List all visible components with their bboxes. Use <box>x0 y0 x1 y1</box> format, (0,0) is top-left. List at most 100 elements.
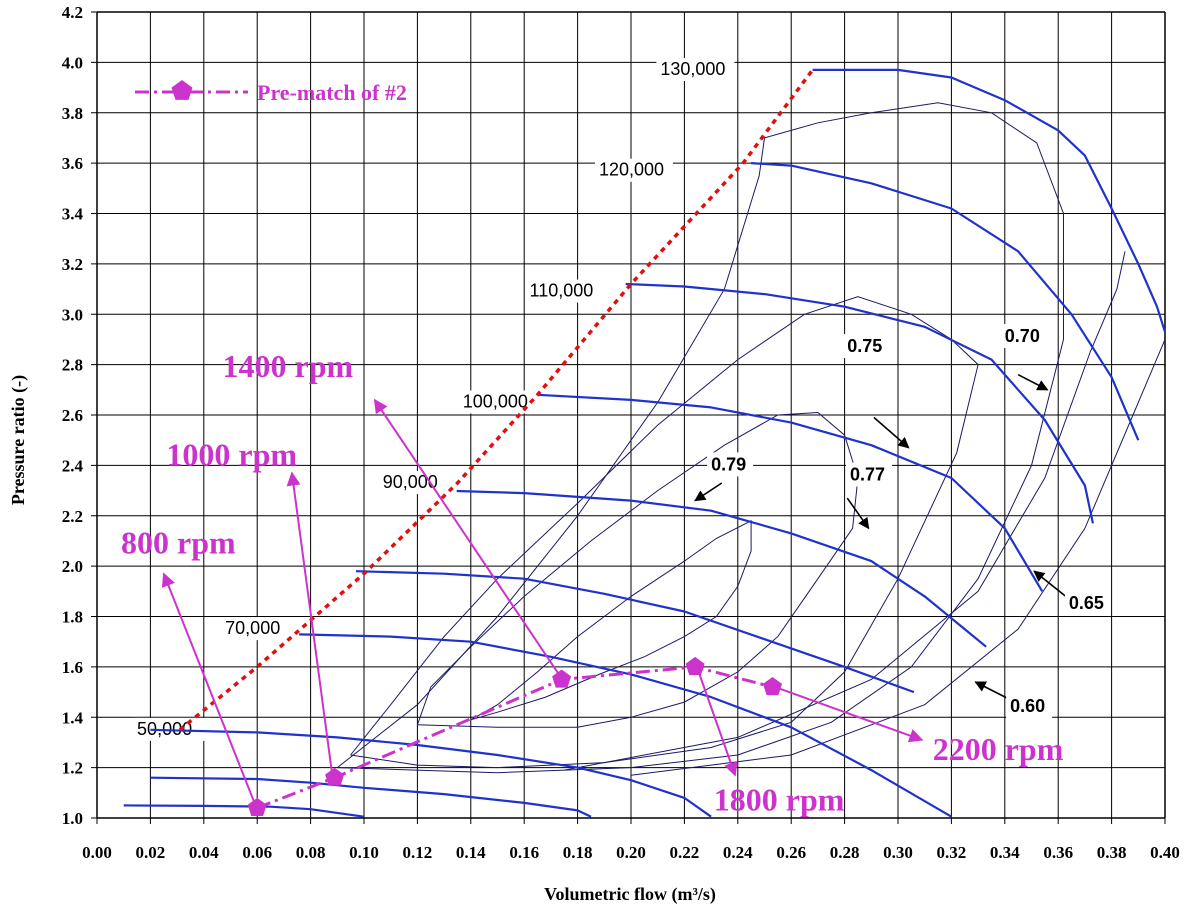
rpm-annotations: 800 rpm 1000 rpm 1400 rpm 1800 rpm 2200 rpm <box>121 348 1064 817</box>
speed-label: 50,000 <box>137 719 192 739</box>
x-tick-label: 0.26 <box>776 843 806 862</box>
speed-lines: 50,000 70,000 90,000 100,000 110,000 120,000 1… <box>123 57 1167 818</box>
rpm-label: 1000 rpm <box>166 436 297 472</box>
y-tick-label: 2.2 <box>62 507 83 526</box>
efficiency-arrow <box>846 497 870 530</box>
efficiency-contour <box>564 251 1126 771</box>
x-tick-label: 0.38 <box>1097 843 1127 862</box>
prematch-point <box>685 656 705 675</box>
rpm-label: 800 rpm <box>121 525 236 561</box>
x-tick-label: 0.18 <box>563 843 593 862</box>
speed-label: 120,000 <box>599 160 664 180</box>
x-tick-label: 0.40 <box>1150 843 1180 862</box>
speed-label: 130,000 <box>660 59 725 79</box>
efficiency-label-bg <box>843 334 890 359</box>
speed-label-bg <box>594 158 673 182</box>
y-axis-title: Pressure ratio (-) <box>8 375 29 505</box>
efficiency-contour <box>416 411 859 728</box>
prematch-point <box>552 669 572 688</box>
x-tick-label: 0.32 <box>937 843 967 862</box>
speed-label-bg <box>221 617 300 641</box>
efficiency-label-bg <box>1006 694 1053 719</box>
y-tick-label: 2.4 <box>62 456 84 475</box>
y-tick-label: 1.6 <box>62 658 83 677</box>
y-tick-label: 1.8 <box>62 608 83 627</box>
x-tick-label: 0.14 <box>456 843 486 862</box>
efficiency-label: 0.77 <box>850 464 885 484</box>
speed-label-bg <box>525 279 604 303</box>
efficiency-arrow <box>873 416 910 449</box>
efficiency-contour <box>470 519 752 721</box>
rpm-label: 2200 rpm <box>933 731 1064 767</box>
speed-line <box>123 804 365 818</box>
x-axis-title: Volumetric flow (m³/s) <box>544 884 716 905</box>
prematch-point <box>763 677 782 696</box>
y-tick-label: 1.4 <box>62 708 84 727</box>
axis-ticks: 0.00 0.02 0.04 0.06 0.08 0.10 0.12 0.14 0.16 0.18… <box>62 3 1180 862</box>
efficiency-label: 0.79 <box>711 454 746 474</box>
prematch-point <box>247 797 267 816</box>
rpm-arrow <box>774 686 924 743</box>
efficiency-label-bg <box>845 462 892 487</box>
y-tick-label: 3.2 <box>62 255 83 274</box>
y-tick-label: 1.0 <box>62 809 83 828</box>
y-tick-label: 2.0 <box>62 557 83 576</box>
x-tick-label: 0.36 <box>1043 843 1073 862</box>
x-tick-label: 0.12 <box>403 843 433 862</box>
speed-label-bg <box>378 471 457 495</box>
speed-line <box>150 728 712 818</box>
surge-line <box>178 68 815 732</box>
x-tick-label: 0.24 <box>723 843 753 862</box>
legend-label: Pre-match of #2 <box>257 80 407 105</box>
y-tick-label: 3.0 <box>62 305 83 324</box>
speed-label: 110,000 <box>530 281 594 301</box>
efficiency-arrow <box>1017 373 1049 391</box>
efficiency-label: 0.65 <box>1069 593 1104 613</box>
speed-line <box>150 776 592 818</box>
speed-line <box>751 162 1140 441</box>
speed-line <box>355 570 915 694</box>
speed-label: 70,000 <box>225 618 280 638</box>
efficiency-label: 0.60 <box>1010 696 1045 716</box>
efficiency-label: 0.70 <box>1005 326 1040 346</box>
legend: Pre-match of #2 <box>135 80 407 105</box>
rpm-label: 1400 rpm <box>222 348 353 384</box>
speed-line <box>537 393 1044 592</box>
x-tick-label: 0.22 <box>670 843 700 862</box>
rpm-arrow <box>696 669 738 777</box>
y-tick-label: 3.4 <box>62 205 84 224</box>
efficiency-arrow <box>1033 570 1070 600</box>
y-tick-label: 1.2 <box>62 759 83 778</box>
efficiency-contour <box>630 339 1166 776</box>
speed-label: 100,000 <box>463 391 528 411</box>
y-tick-label: 4.0 <box>62 53 83 72</box>
y-tick-label: 3.8 <box>62 104 83 123</box>
prematch-series <box>247 656 782 816</box>
speed-label-bg <box>458 390 537 414</box>
rpm-arrow <box>161 572 256 804</box>
efficiency-label-bg <box>1064 590 1111 615</box>
efficiency-arrow <box>694 482 723 502</box>
x-tick-label: 0.20 <box>616 843 646 862</box>
efficiency-label: 0.75 <box>847 336 882 356</box>
x-tick-label: 0.04 <box>189 843 219 862</box>
rpm-arrow <box>373 398 560 675</box>
speed-line <box>812 68 1167 333</box>
y-tick-label: 2.8 <box>62 356 83 375</box>
x-tick-label: 0.30 <box>883 843 913 862</box>
x-tick-label: 0.02 <box>136 843 166 862</box>
efficiency-islands: 0.79 0.77 0.75 0.70 0.65 0.60 <box>336 102 1166 776</box>
speed-label: 90,000 <box>383 472 438 492</box>
prematch-point <box>325 767 345 786</box>
x-tick-label: 0.10 <box>349 843 379 862</box>
speed-line <box>625 282 1094 524</box>
x-tick-label: 0.28 <box>830 843 860 862</box>
rpm-label: 1800 rpm <box>714 781 845 817</box>
x-tick-label: 0.08 <box>296 843 326 862</box>
rpm-arrow <box>286 471 333 773</box>
efficiency-label-bg <box>1000 323 1047 348</box>
y-tick-label: 3.6 <box>62 154 83 173</box>
x-tick-label: 0.34 <box>990 843 1020 862</box>
y-tick-label: 2.6 <box>62 406 83 425</box>
